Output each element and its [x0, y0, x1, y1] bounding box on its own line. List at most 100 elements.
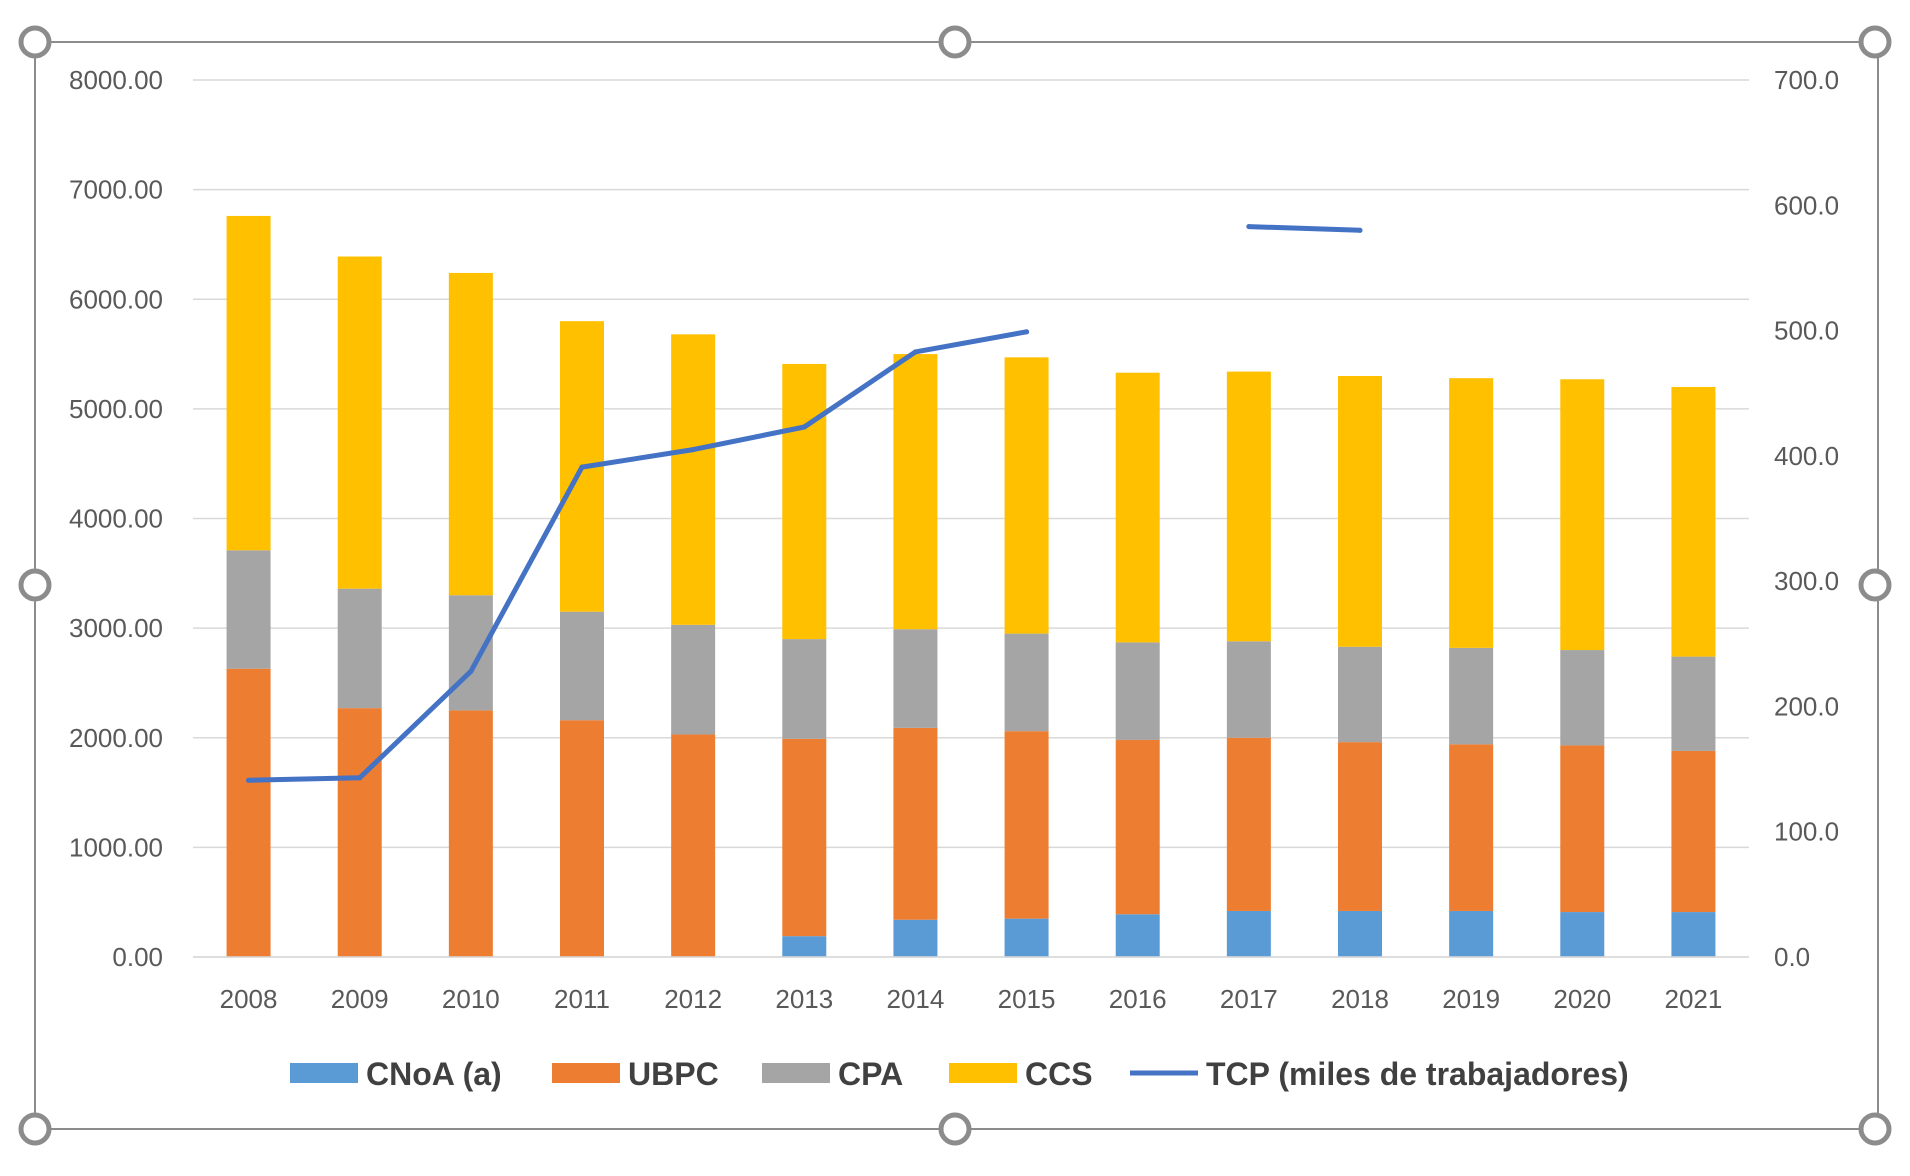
resize-handle[interactable] — [1858, 25, 1892, 59]
resize-handle[interactable] — [18, 25, 52, 59]
resize-handle[interactable] — [938, 1112, 972, 1146]
bar-ubpc-2015 — [1004, 731, 1049, 919]
tcp-point-2009 — [357, 775, 363, 781]
gridlines — [193, 79, 1749, 958]
bar-ubpc-2013 — [782, 738, 827, 937]
bars — [226, 215, 1716, 957]
y-left-tick-label: 4000.00 — [69, 504, 163, 534]
tcp-point-2013 — [801, 424, 807, 430]
bar-cpa-2010 — [448, 595, 493, 711]
bar-cnoa-a-2021 — [1671, 912, 1716, 957]
x-tick-label: 2015 — [998, 984, 1056, 1014]
y-right-tick-label: 300.0 — [1774, 566, 1839, 596]
legend-swatch-0 — [290, 1063, 358, 1083]
x-tick-label: 2008 — [220, 984, 278, 1014]
bar-cpa-2019 — [1449, 647, 1494, 745]
tcp-point-2012 — [690, 447, 696, 453]
y-left-tick-label: 1000.00 — [69, 832, 163, 862]
bar-cpa-2011 — [560, 611, 604, 721]
bar-cnoa-a-2016 — [1115, 914, 1160, 957]
bar-ubpc-2016 — [1115, 739, 1160, 915]
x-tick-label: 2013 — [775, 984, 833, 1014]
resize-handle[interactable] — [1858, 568, 1892, 602]
x-tick-label: 2016 — [1109, 984, 1167, 1014]
x-tick-label: 2021 — [1665, 984, 1723, 1014]
x-tick-label: 2020 — [1553, 984, 1611, 1014]
bar-ccs-2012 — [671, 334, 716, 625]
tcp-point-2015 — [1024, 329, 1030, 335]
bar-ubpc-2020 — [1560, 745, 1605, 913]
legend: CNoA (a) UBPC CPA CCS TCP (miles de trabajad… — [290, 1056, 1629, 1092]
y-right-tick-label: 200.0 — [1774, 691, 1839, 721]
bar-cnoa-a-2013 — [782, 936, 827, 957]
bar-ccs-2018 — [1338, 375, 1382, 647]
resize-handles[interactable] — [18, 25, 1892, 1146]
y-right-tick-label: 500.0 — [1774, 316, 1839, 346]
resize-handle[interactable] — [1858, 1112, 1892, 1146]
bar-ubpc-2017 — [1226, 737, 1271, 911]
legend-label: TCP (miles de trabajadores) — [1206, 1056, 1629, 1092]
bar-ccs-2021 — [1671, 386, 1716, 657]
y-right-tick-label: 0.0 — [1774, 942, 1810, 972]
bar-cnoa-a-2014 — [893, 919, 938, 957]
tcp-point-2017 — [1246, 224, 1252, 230]
tcp-point-2008 — [246, 777, 252, 783]
tcp-line — [246, 224, 1363, 783]
bar-ccs-2020 — [1560, 379, 1605, 651]
bar-ubpc-2014 — [893, 727, 938, 920]
bar-ccs-2010 — [448, 272, 493, 596]
x-axis: 2008 2009 2010 2011 2012 2013 2014 2015 2016 2017… — [193, 956, 1749, 1014]
bar-ubpc-2018 — [1338, 742, 1382, 911]
y-left-tick-label: 6000.00 — [69, 284, 163, 314]
legend-label: CCS — [1025, 1056, 1093, 1092]
bar-ubpc-2010 — [448, 710, 493, 957]
bar-cnoa-a-2015 — [1004, 918, 1049, 957]
bar-ubpc-2019 — [1449, 744, 1494, 911]
bar-cpa-2008 — [226, 550, 271, 669]
x-tick-label: 2010 — [442, 984, 500, 1014]
bar-cnoa-a-2020 — [1560, 912, 1605, 957]
bar-cpa-2014 — [893, 629, 938, 728]
legend-swatch-1 — [552, 1063, 620, 1083]
bar-ubpc-2012 — [671, 734, 716, 957]
resize-handle[interactable] — [18, 568, 52, 602]
legend-label: CPA — [838, 1056, 903, 1092]
y-right-tick-label: 400.0 — [1774, 441, 1839, 471]
bar-ccs-2019 — [1449, 378, 1494, 648]
bar-ccs-2014 — [893, 354, 938, 630]
bar-cpa-2021 — [1671, 656, 1716, 751]
resize-handle[interactable] — [18, 1112, 52, 1146]
y-right-tick-label: 700.0 — [1774, 65, 1839, 95]
x-tick-label: 2012 — [664, 984, 722, 1014]
y-right-tick-label: 600.0 — [1774, 190, 1839, 220]
y-left-tick-label: 5000.00 — [69, 394, 163, 424]
bar-cpa-2018 — [1338, 646, 1382, 743]
x-tick-label: 2019 — [1442, 984, 1500, 1014]
bar-cpa-2015 — [1004, 633, 1049, 732]
resize-handle[interactable] — [938, 25, 972, 59]
y-right-tick-label: 100.0 — [1774, 817, 1839, 847]
legend-swatch-3 — [949, 1063, 1017, 1083]
bar-ccs-2008 — [226, 215, 271, 551]
bar-ubpc-2021 — [1671, 750, 1716, 913]
bar-cpa-2016 — [1115, 642, 1160, 740]
y-left-tick-label: 3000.00 — [69, 613, 163, 643]
legend-label: CNoA (a) — [366, 1056, 502, 1092]
bar-cnoa-a-2017 — [1226, 910, 1271, 957]
bar-ccs-2009 — [337, 256, 382, 589]
bar-cnoa-a-2018 — [1338, 910, 1382, 957]
bar-ccs-2013 — [782, 363, 827, 640]
tcp-point-2010 — [468, 668, 474, 674]
bar-ubpc-2009 — [337, 708, 382, 957]
x-tick-label: 2018 — [1331, 984, 1389, 1014]
tcp-point-2014 — [912, 349, 918, 355]
tcp-line-segment — [246, 329, 1030, 783]
y-axis-left: 0.00 1000.00 2000.00 3000.00 4000.00 5000.00 6… — [69, 65, 163, 972]
bar-cpa-2020 — [1560, 650, 1605, 746]
tcp-line-segment — [1246, 224, 1363, 233]
bar-cnoa-a-2019 — [1449, 910, 1494, 957]
legend-label: UBPC — [628, 1056, 719, 1092]
bar-ubpc-2008 — [226, 668, 271, 957]
bar-cpa-2012 — [671, 624, 716, 735]
